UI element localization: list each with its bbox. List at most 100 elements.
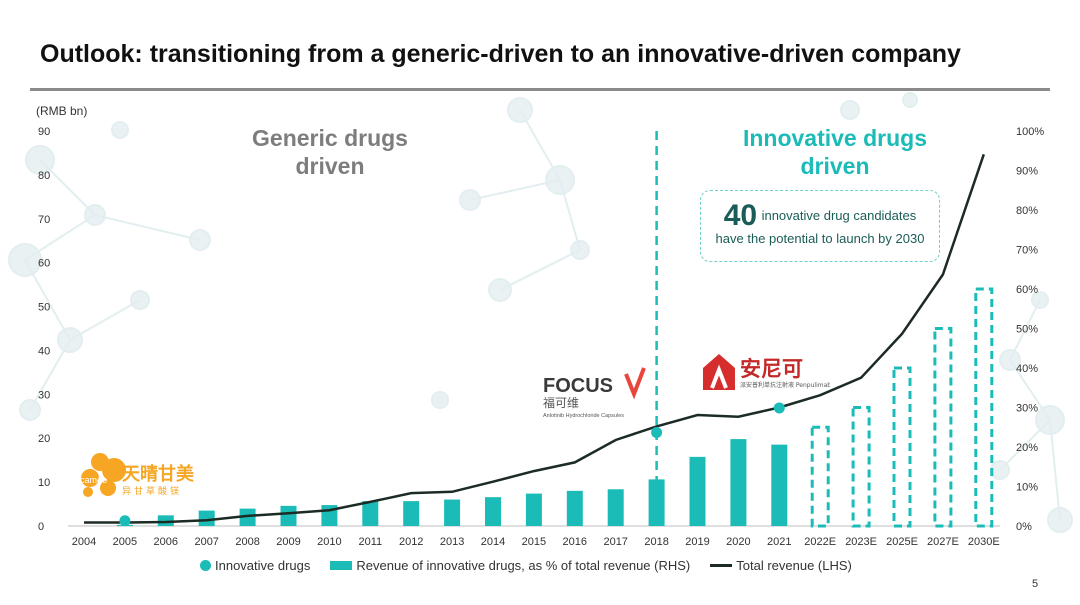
right-tick-label: 30% — [1016, 403, 1038, 415]
legend-line-icon — [710, 564, 733, 567]
bar — [198, 510, 215, 526]
left-tick-label: 50 — [38, 302, 50, 314]
innovative-drug-point — [773, 402, 785, 414]
projected-bar — [892, 366, 912, 528]
projected-bar — [851, 406, 871, 528]
bar — [444, 499, 461, 526]
right-tick-label: 70% — [1016, 245, 1038, 257]
x-tick-label: 2017 — [603, 536, 627, 548]
x-tick-label: 2030E — [968, 536, 1000, 548]
bar — [403, 501, 420, 526]
x-tick-label: 2011 — [358, 536, 382, 548]
generic-era-label: Generic drugs driven — [230, 124, 430, 180]
callout-text-line2: have the potential to launch by 2030 — [715, 231, 925, 246]
bar — [157, 515, 174, 526]
page-title: Outlook: transitioning from a generic-dr… — [40, 40, 961, 68]
bar — [607, 489, 624, 526]
x-tick-label: 2010 — [317, 536, 341, 548]
chart-legend: Innovative drugs Revenue of innovative d… — [200, 558, 872, 573]
bar — [239, 508, 256, 526]
left-tick-label: 30 — [38, 389, 50, 401]
x-tick-label: 2007 — [194, 536, 218, 548]
right-tick-label: 60% — [1016, 284, 1038, 296]
candidates-count: 40 — [723, 199, 758, 232]
bar — [280, 505, 297, 526]
x-tick-label: 2023E — [845, 536, 877, 548]
legend-bar-icon — [330, 561, 353, 570]
left-tick-label: 60 — [38, 258, 50, 270]
right-tick-label: 20% — [1016, 442, 1038, 454]
cameo-logo-cn: 天晴甘美 — [122, 463, 194, 485]
revenue-chart: 0 10 20 30 40 50 60 70 80 90 0% 10% 20% 30% 40% 50% 60%… — [36, 104, 1044, 548]
x-tick-label: 2021 — [767, 536, 791, 548]
title-divider — [30, 88, 1050, 91]
x-tick-label: 2016 — [563, 536, 587, 548]
bar — [485, 497, 501, 526]
innovative-drug-markers — [119, 402, 785, 527]
focus-logo-en: FOCUS — [543, 375, 613, 397]
innovative-era-line2: driven — [800, 153, 870, 179]
right-tick-label: 50% — [1016, 324, 1038, 336]
anike-logo-sub: 派安普利单抗注射液 Penpulimab — [740, 381, 830, 389]
projected-bar — [933, 327, 953, 528]
bar — [648, 479, 665, 526]
left-axis-unit: (RMB bn) — [36, 104, 87, 118]
cameo-logo-en: cameo — [80, 475, 107, 485]
anike-logo-cn: 安尼可 — [740, 357, 803, 381]
candidates-callout: 40 innovative drug candidates have the p… — [700, 190, 940, 262]
left-tick-label: 0 — [38, 521, 44, 533]
generic-era-line2: driven — [295, 153, 365, 179]
x-axis-labels: 2004 2005 2006 2007 2008 2009 2010 2011 2012 2013… — [72, 536, 1000, 548]
right-tick-label: 40% — [1016, 363, 1038, 375]
focus-logo-cn: 福可维 — [543, 395, 579, 410]
x-tick-label: 2025E — [886, 536, 918, 548]
projected-bar — [974, 287, 994, 528]
focus-logo-sub: Anlotinib Hydrochloride Capsules — [543, 413, 624, 419]
anike-logo: 安尼可 派安普利单抗注射液 Penpulimab — [703, 354, 830, 390]
x-tick-label: 2005 — [113, 536, 137, 548]
x-tick-label: 2014 — [481, 536, 505, 548]
bar — [566, 490, 583, 526]
left-axis: 0 10 20 30 40 50 60 70 80 90 — [38, 126, 50, 533]
right-tick-label: 0% — [1016, 521, 1032, 533]
left-tick-label: 40 — [38, 345, 50, 357]
legend-item-total-revenue: Total revenue (LHS) — [710, 558, 852, 573]
legend-item-innovative-drugs: Innovative drugs — [200, 558, 310, 573]
callout-text-line1: innovative drug candidates — [761, 208, 917, 223]
x-tick-label: 2015 — [522, 536, 546, 548]
total-revenue-line — [84, 153, 985, 524]
legend-dot-icon — [200, 560, 211, 571]
innovative-era-line1: Innovative drugs — [742, 125, 928, 151]
left-tick-label: 80 — [38, 170, 50, 182]
generic-era-line1: Generic drugs — [252, 125, 408, 151]
bar — [730, 439, 747, 526]
projected-bar — [810, 425, 830, 528]
left-tick-label: 90 — [38, 126, 50, 138]
x-tick-label: 2004 — [72, 536, 96, 548]
cameo-logo: cameo 天晴甘美 异甘草酸镁 — [80, 453, 194, 497]
bar — [771, 444, 788, 526]
focus-logo: FOCUS 福可维 Anlotinib Hydrochloride Capsul… — [543, 367, 646, 419]
page-number: 5 — [1032, 578, 1039, 590]
bar — [362, 501, 379, 526]
x-tick-label: 2022E — [804, 536, 836, 548]
right-tick-label: 80% — [1016, 205, 1038, 217]
legend-item-revenue-share: Revenue of innovative drugs, as % of tot… — [330, 558, 690, 573]
left-tick-label: 10 — [38, 477, 50, 489]
x-tick-label: 2012 — [399, 536, 423, 548]
x-tick-label: 2027E — [927, 536, 959, 548]
legend-label: Innovative drugs — [215, 558, 311, 573]
innovative-era-label: Innovative drugs driven — [720, 124, 950, 180]
right-axis: 0% 10% 20% 30% 40% 50% 60% 70% 80% 90% 100% — [1016, 126, 1044, 533]
x-tick-label: 2009 — [276, 536, 300, 548]
x-tick-label: 2008 — [235, 536, 259, 548]
innovative-drug-point — [651, 427, 663, 439]
cameo-logo-sub: 异甘草酸镁 — [122, 485, 182, 497]
x-tick-label: 2018 — [644, 536, 668, 548]
bar — [525, 493, 542, 526]
legend-label: Total revenue (LHS) — [736, 558, 852, 573]
legend-label: Revenue of innovative drugs, as % of tot… — [356, 558, 691, 573]
right-tick-label: 100% — [1016, 126, 1044, 138]
innovative-drug-point — [119, 515, 131, 527]
